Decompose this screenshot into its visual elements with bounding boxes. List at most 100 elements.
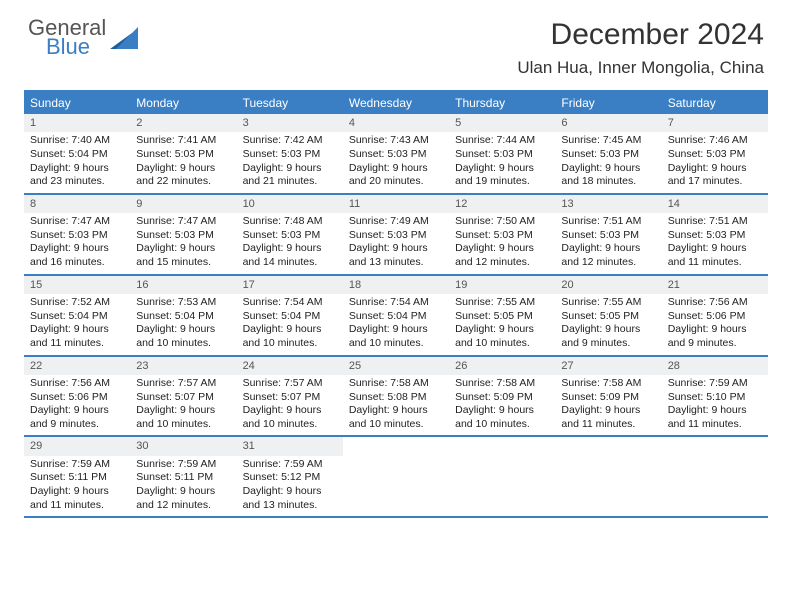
daylight-text: Daylight: 9 hours and 19 minutes. xyxy=(455,162,549,189)
day-body: Sunrise: 7:54 AMSunset: 5:04 PMDaylight:… xyxy=(237,294,343,355)
sunset-text: Sunset: 5:04 PM xyxy=(243,310,337,324)
sunrise-text: Sunrise: 7:43 AM xyxy=(349,134,443,148)
day-number: 31 xyxy=(237,437,343,455)
day-body: Sunrise: 7:51 AMSunset: 5:03 PMDaylight:… xyxy=(662,213,768,274)
sunrise-text: Sunrise: 7:57 AM xyxy=(136,377,230,391)
day-number: 19 xyxy=(449,276,555,294)
day-cell: 12Sunrise: 7:50 AMSunset: 5:03 PMDayligh… xyxy=(449,195,555,274)
day-number: 28 xyxy=(662,357,768,375)
daylight-text: Daylight: 9 hours and 11 minutes. xyxy=(668,404,762,431)
day-number: 4 xyxy=(343,114,449,132)
day-cell: 24Sunrise: 7:57 AMSunset: 5:07 PMDayligh… xyxy=(237,357,343,436)
day-number: 14 xyxy=(662,195,768,213)
day-number: 8 xyxy=(24,195,130,213)
daylight-text: Daylight: 9 hours and 10 minutes. xyxy=(243,404,337,431)
sunset-text: Sunset: 5:06 PM xyxy=(30,391,124,405)
daylight-text: Daylight: 9 hours and 17 minutes. xyxy=(668,162,762,189)
daylight-text: Daylight: 9 hours and 16 minutes. xyxy=(30,242,124,269)
day-cell: 26Sunrise: 7:58 AMSunset: 5:09 PMDayligh… xyxy=(449,357,555,436)
day-body: Sunrise: 7:50 AMSunset: 5:03 PMDaylight:… xyxy=(449,213,555,274)
day-number: 18 xyxy=(343,276,449,294)
daylight-text: Daylight: 9 hours and 12 minutes. xyxy=(561,242,655,269)
day-body: Sunrise: 7:59 AMSunset: 5:11 PMDaylight:… xyxy=(24,456,130,517)
daylight-text: Daylight: 9 hours and 11 minutes. xyxy=(668,242,762,269)
day-header: Tuesday xyxy=(237,92,343,114)
day-cell: 2Sunrise: 7:41 AMSunset: 5:03 PMDaylight… xyxy=(130,114,236,193)
week-row: 8Sunrise: 7:47 AMSunset: 5:03 PMDaylight… xyxy=(24,195,768,276)
day-number: 17 xyxy=(237,276,343,294)
day-number: 13 xyxy=(555,195,661,213)
day-cell: 18Sunrise: 7:54 AMSunset: 5:04 PMDayligh… xyxy=(343,276,449,355)
sunset-text: Sunset: 5:03 PM xyxy=(243,148,337,162)
day-cell: 10Sunrise: 7:48 AMSunset: 5:03 PMDayligh… xyxy=(237,195,343,274)
daylight-text: Daylight: 9 hours and 12 minutes. xyxy=(455,242,549,269)
day-number: 12 xyxy=(449,195,555,213)
day-number: 30 xyxy=(130,437,236,455)
day-number: 22 xyxy=(24,357,130,375)
sunrise-text: Sunrise: 7:56 AM xyxy=(30,377,124,391)
day-body: Sunrise: 7:55 AMSunset: 5:05 PMDaylight:… xyxy=(449,294,555,355)
day-body: Sunrise: 7:57 AMSunset: 5:07 PMDaylight:… xyxy=(237,375,343,436)
sunset-text: Sunset: 5:04 PM xyxy=(30,148,124,162)
daylight-text: Daylight: 9 hours and 20 minutes. xyxy=(349,162,443,189)
day-header: Thursday xyxy=(449,92,555,114)
day-number: 6 xyxy=(555,114,661,132)
sunrise-text: Sunrise: 7:54 AM xyxy=(349,296,443,310)
sunset-text: Sunset: 5:09 PM xyxy=(561,391,655,405)
day-cell: 7Sunrise: 7:46 AMSunset: 5:03 PMDaylight… xyxy=(662,114,768,193)
day-number: 26 xyxy=(449,357,555,375)
day-body: Sunrise: 7:58 AMSunset: 5:09 PMDaylight:… xyxy=(449,375,555,436)
sunrise-text: Sunrise: 7:56 AM xyxy=(668,296,762,310)
daylight-text: Daylight: 9 hours and 9 minutes. xyxy=(668,323,762,350)
daylight-text: Daylight: 9 hours and 13 minutes. xyxy=(349,242,443,269)
day-cell: 19Sunrise: 7:55 AMSunset: 5:05 PMDayligh… xyxy=(449,276,555,355)
day-header: Saturday xyxy=(662,92,768,114)
month-title: December 2024 xyxy=(517,18,764,52)
day-number: 2 xyxy=(130,114,236,132)
day-cell: 15Sunrise: 7:52 AMSunset: 5:04 PMDayligh… xyxy=(24,276,130,355)
sunset-text: Sunset: 5:05 PM xyxy=(561,310,655,324)
day-cell: 20Sunrise: 7:55 AMSunset: 5:05 PMDayligh… xyxy=(555,276,661,355)
day-cell: 21Sunrise: 7:56 AMSunset: 5:06 PMDayligh… xyxy=(662,276,768,355)
day-number: 24 xyxy=(237,357,343,375)
logo-text: General Blue xyxy=(28,18,106,58)
sunset-text: Sunset: 5:03 PM xyxy=(349,229,443,243)
day-body: Sunrise: 7:54 AMSunset: 5:04 PMDaylight:… xyxy=(343,294,449,355)
day-cell: 13Sunrise: 7:51 AMSunset: 5:03 PMDayligh… xyxy=(555,195,661,274)
sunset-text: Sunset: 5:07 PM xyxy=(136,391,230,405)
sunrise-text: Sunrise: 7:40 AM xyxy=(30,134,124,148)
day-body: Sunrise: 7:45 AMSunset: 5:03 PMDaylight:… xyxy=(555,132,661,193)
sunset-text: Sunset: 5:12 PM xyxy=(243,471,337,485)
day-cell: 11Sunrise: 7:49 AMSunset: 5:03 PMDayligh… xyxy=(343,195,449,274)
sunrise-text: Sunrise: 7:47 AM xyxy=(136,215,230,229)
daylight-text: Daylight: 9 hours and 15 minutes. xyxy=(136,242,230,269)
sunset-text: Sunset: 5:03 PM xyxy=(561,148,655,162)
day-body: Sunrise: 7:58 AMSunset: 5:09 PMDaylight:… xyxy=(555,375,661,436)
sunset-text: Sunset: 5:11 PM xyxy=(136,471,230,485)
sunrise-text: Sunrise: 7:54 AM xyxy=(243,296,337,310)
day-cell-empty xyxy=(555,437,661,516)
week-row: 1Sunrise: 7:40 AMSunset: 5:04 PMDaylight… xyxy=(24,114,768,195)
day-cell: 28Sunrise: 7:59 AMSunset: 5:10 PMDayligh… xyxy=(662,357,768,436)
calendar: SundayMondayTuesdayWednesdayThursdayFrid… xyxy=(24,90,768,518)
daylight-text: Daylight: 9 hours and 9 minutes. xyxy=(30,404,124,431)
daylight-text: Daylight: 9 hours and 13 minutes. xyxy=(243,485,337,512)
daylight-text: Daylight: 9 hours and 10 minutes. xyxy=(455,404,549,431)
daylight-text: Daylight: 9 hours and 10 minutes. xyxy=(455,323,549,350)
daylight-text: Daylight: 9 hours and 11 minutes. xyxy=(30,323,124,350)
daylight-text: Daylight: 9 hours and 22 minutes. xyxy=(136,162,230,189)
sunrise-text: Sunrise: 7:59 AM xyxy=(243,458,337,472)
sunrise-text: Sunrise: 7:51 AM xyxy=(561,215,655,229)
daylight-text: Daylight: 9 hours and 10 minutes. xyxy=(243,323,337,350)
sunset-text: Sunset: 5:09 PM xyxy=(455,391,549,405)
day-cell: 8Sunrise: 7:47 AMSunset: 5:03 PMDaylight… xyxy=(24,195,130,274)
day-header: Friday xyxy=(555,92,661,114)
day-body: Sunrise: 7:42 AMSunset: 5:03 PMDaylight:… xyxy=(237,132,343,193)
day-cell-empty xyxy=(449,437,555,516)
day-body: Sunrise: 7:59 AMSunset: 5:11 PMDaylight:… xyxy=(130,456,236,517)
sunset-text: Sunset: 5:03 PM xyxy=(349,148,443,162)
day-cell: 29Sunrise: 7:59 AMSunset: 5:11 PMDayligh… xyxy=(24,437,130,516)
sunrise-text: Sunrise: 7:57 AM xyxy=(243,377,337,391)
day-number: 3 xyxy=(237,114,343,132)
day-body: Sunrise: 7:53 AMSunset: 5:04 PMDaylight:… xyxy=(130,294,236,355)
